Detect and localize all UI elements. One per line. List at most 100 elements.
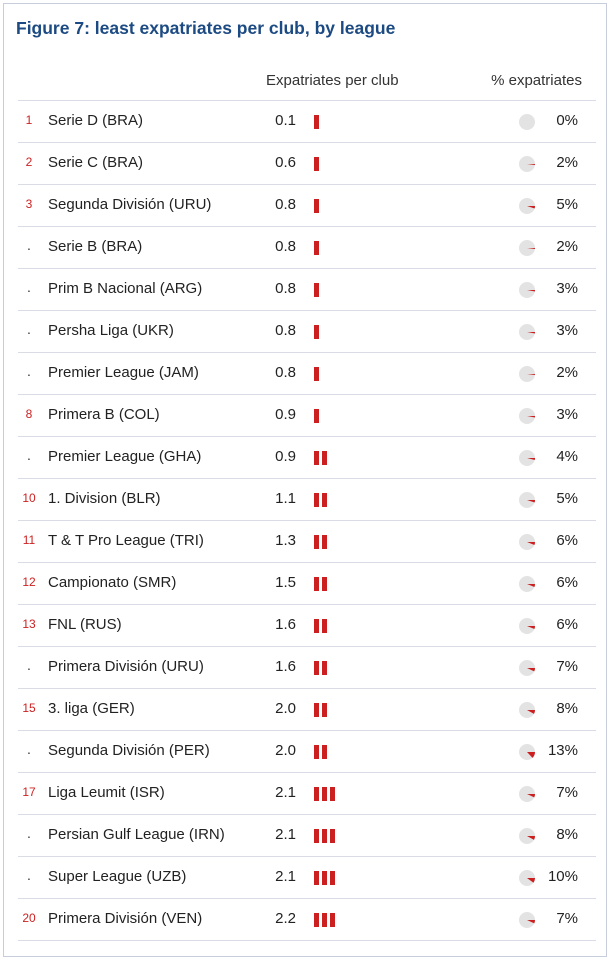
- league-name: Prim B Nacional (ARG): [48, 280, 203, 297]
- pie-slice: [527, 752, 535, 758]
- league-name: FNL (RUS): [48, 616, 122, 633]
- percent-pie: [518, 113, 536, 136]
- expatriates-bars: [312, 661, 352, 675]
- rank-label: 11: [22, 533, 36, 547]
- league-name: Persian Gulf League (IRN): [48, 826, 225, 843]
- bar-group: [314, 493, 327, 507]
- league-name: Serie C (BRA): [48, 154, 144, 171]
- bar-mark: [322, 619, 327, 633]
- expatriates-value: 0.9: [275, 448, 296, 465]
- bar-group: [314, 241, 319, 255]
- percent-value: 4%: [556, 448, 578, 465]
- rank-label: 2: [25, 155, 33, 169]
- bar-mark: [322, 871, 327, 885]
- pie-slice: [527, 206, 535, 209]
- bar-group: [314, 157, 319, 171]
- bar-group: [314, 367, 319, 381]
- column-header-expatriates: Expatriates per club: [266, 72, 399, 89]
- league-name: Primera División (VEN): [48, 910, 203, 927]
- expatriates-bars: [312, 115, 352, 129]
- bar-mark: [314, 619, 319, 633]
- rank-label: .: [27, 363, 31, 379]
- bar-mark: [314, 367, 319, 381]
- pie-slice: [527, 332, 535, 334]
- pie-background: [519, 114, 535, 130]
- bar-mark: [322, 493, 327, 507]
- rank-label: .: [27, 741, 31, 757]
- expatriates-bars: [312, 409, 352, 423]
- expatriates-bars: [312, 577, 352, 591]
- percent-value: 2%: [556, 238, 578, 255]
- league-name: T & T Pro League (TRI): [48, 532, 204, 549]
- expatriates-value: 0.8: [275, 238, 296, 255]
- column-header-percent: % expatriates: [491, 72, 582, 89]
- percent-pie: [518, 659, 536, 682]
- bar-mark: [314, 283, 319, 297]
- rank-label: 1: [25, 113, 33, 127]
- bar-group: [314, 661, 327, 675]
- bar-group: [314, 829, 335, 843]
- bar-mark: [314, 325, 319, 339]
- bar-mark: [314, 451, 319, 465]
- expatriates-value: 1.6: [275, 616, 296, 633]
- bar-mark: [322, 703, 327, 717]
- league-name: Primera División (URU): [48, 658, 204, 675]
- league-name: Liga Leumit (ISR): [48, 784, 165, 801]
- expatriates-value: 1.6: [275, 658, 296, 675]
- rank-label: .: [27, 279, 31, 295]
- expatriates-bars: [312, 913, 352, 927]
- bar-mark: [314, 157, 319, 171]
- bar-mark: [330, 913, 335, 927]
- percent-pie: [518, 533, 536, 556]
- pie-slice: [527, 458, 535, 460]
- bar-mark: [314, 703, 319, 717]
- league-name: Serie B (BRA): [48, 238, 143, 255]
- table-body: 1 Serie D (BRA) 0.1 0% 2 Serie C (BRA) 0.6 2% 3 S…: [18, 101, 596, 941]
- expatriates-bars: [312, 367, 352, 381]
- percent-value: 6%: [556, 616, 578, 633]
- pie-slice: [527, 374, 535, 376]
- rank-label: .: [27, 867, 31, 883]
- bar-mark: [314, 199, 319, 213]
- league-name: Primera B (COL): [48, 406, 160, 423]
- percent-value: 5%: [556, 490, 578, 507]
- table-row: . Persha Liga (UKR) 0.8 3%: [18, 311, 596, 353]
- expatriates-value: 0.1: [275, 112, 296, 129]
- percent-pie: [518, 827, 536, 850]
- percent-value: 6%: [556, 532, 578, 549]
- rank-label: .: [27, 825, 31, 841]
- bar-mark: [322, 913, 327, 927]
- expatriates-bars: [312, 871, 352, 885]
- expatriates-bars: [312, 829, 352, 843]
- percent-value: 8%: [556, 826, 578, 843]
- percent-value: 6%: [556, 574, 578, 591]
- pie-slice: [527, 542, 535, 545]
- percent-pie: [518, 617, 536, 640]
- bar-mark: [330, 871, 335, 885]
- pie-slice: [527, 584, 535, 587]
- bar-mark: [314, 913, 319, 927]
- rank-label: 17: [22, 785, 36, 799]
- table-row: . Primera División (URU) 1.6 7%: [18, 647, 596, 689]
- percent-pie: [518, 785, 536, 808]
- expatriates-bars: [312, 535, 352, 549]
- league-name: Super League (UZB): [48, 868, 187, 885]
- table-row: 20 Primera División (VEN) 2.2 7%: [18, 899, 596, 941]
- pie-slice: [527, 290, 535, 292]
- bar-group: [314, 283, 319, 297]
- percent-pie: [518, 281, 536, 304]
- expatriates-bars: [312, 451, 352, 465]
- percent-pie: [518, 449, 536, 472]
- percent-value: 2%: [556, 154, 578, 171]
- expatriates-bars: [312, 703, 352, 717]
- rank-label: 13: [22, 617, 36, 631]
- table-header: Expatriates per club % expatriates: [18, 66, 596, 101]
- bar-mark: [314, 829, 319, 843]
- league-name: Campionato (SMR): [48, 574, 177, 591]
- pie-slice: [527, 836, 535, 840]
- expatriates-value: 0.9: [275, 406, 296, 423]
- rank-label: .: [27, 447, 31, 463]
- table-row: . Serie B (BRA) 0.8 2%: [18, 227, 596, 269]
- table-row: 15 3. liga (GER) 2.0 8%: [18, 689, 596, 731]
- pie-slice: [527, 500, 535, 503]
